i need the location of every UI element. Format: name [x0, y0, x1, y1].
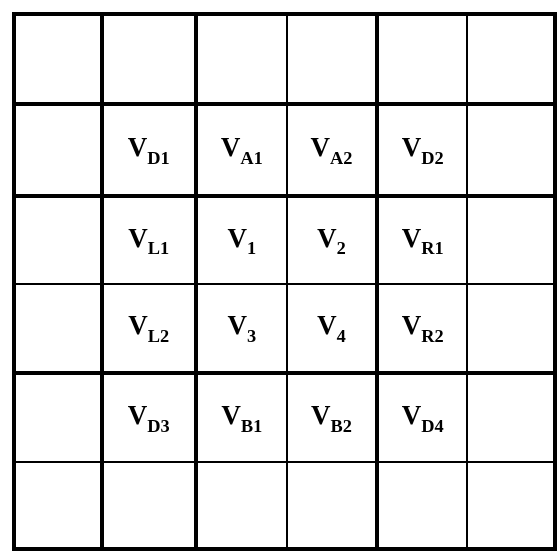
grid-cell-r4-c3: VB2: [287, 373, 377, 462]
cell-label: V4: [317, 310, 346, 340]
cell-label: VD1: [128, 132, 170, 162]
grid-cell-r0-c5: [467, 14, 555, 104]
grid-cell-r1-c5: [467, 104, 555, 196]
cell-label: VB1: [221, 400, 262, 430]
cell-label: VD2: [402, 132, 444, 162]
cell-label: VA2: [311, 132, 353, 162]
grid-cell-r0-c3: [287, 14, 377, 104]
grid-cell-r5-c3: [287, 462, 377, 549]
grid-cell-r5-c0: [14, 462, 102, 549]
grid-cell-r0-c4: [377, 14, 467, 104]
grid-table: VD1 VA1 VA2 VD2 VL1 V1 V2 VR1 VL2 V3 V4 VR2 VD3 VB1 VB…: [12, 12, 557, 551]
grid-cell-r3-c1: VL2: [102, 284, 196, 373]
grid-cell-r1-c4: VD2: [377, 104, 467, 196]
grid-cell-r5-c4: [377, 462, 467, 549]
grid-cell-r5-c2: [196, 462, 287, 549]
grid-cell-r2-c4: VR1: [377, 196, 467, 284]
grid-cell-r2-c0: [14, 196, 102, 284]
grid-cell-r1-c1: VD1: [102, 104, 196, 196]
cell-label: VD4: [402, 400, 444, 430]
grid-diagram: VD1 VA1 VA2 VD2 VL1 V1 V2 VR1 VL2 V3 V4 VR2 VD3 VB1 VB…: [12, 12, 557, 551]
grid-cell-r1-c3: VA2: [287, 104, 377, 196]
cell-label: VR2: [402, 310, 444, 340]
cell-label: V1: [227, 223, 256, 253]
grid-cell-r4-c4: VD4: [377, 373, 467, 462]
cell-label: VB2: [311, 400, 352, 430]
grid-cell-r2-c5: [467, 196, 555, 284]
grid-cell-r2-c1: VL1: [102, 196, 196, 284]
cell-label: V3: [227, 310, 256, 340]
grid-cell-r3-c5: [467, 284, 555, 373]
grid-cell-r5-c1: [102, 462, 196, 549]
cell-label: VD3: [128, 400, 170, 430]
grid-cell-r3-c2: V3: [196, 284, 287, 373]
grid-cell-r2-c3: V2: [287, 196, 377, 284]
grid-cell-r0-c1: [102, 14, 196, 104]
grid-cell-r0-c0: [14, 14, 102, 104]
grid-cell-r1-c2: VA1: [196, 104, 287, 196]
grid-cell-r1-c0: [14, 104, 102, 196]
grid-cell-r4-c1: VD3: [102, 373, 196, 462]
grid-cell-r3-c3: V4: [287, 284, 377, 373]
cell-label: VA1: [221, 132, 263, 162]
grid-cell-r2-c2: V1: [196, 196, 287, 284]
grid-cell-r0-c2: [196, 14, 287, 104]
grid-cell-r5-c5: [467, 462, 555, 549]
grid-cell-r4-c0: [14, 373, 102, 462]
grid-cell-r4-c2: VB1: [196, 373, 287, 462]
cell-label: V2: [317, 223, 346, 253]
grid-cell-r3-c4: VR2: [377, 284, 467, 373]
grid-cell-r3-c0: [14, 284, 102, 373]
cell-label: VL1: [128, 223, 169, 253]
cell-label: VL2: [128, 310, 169, 340]
grid-cell-r4-c5: [467, 373, 555, 462]
cell-label: VR1: [402, 223, 444, 253]
